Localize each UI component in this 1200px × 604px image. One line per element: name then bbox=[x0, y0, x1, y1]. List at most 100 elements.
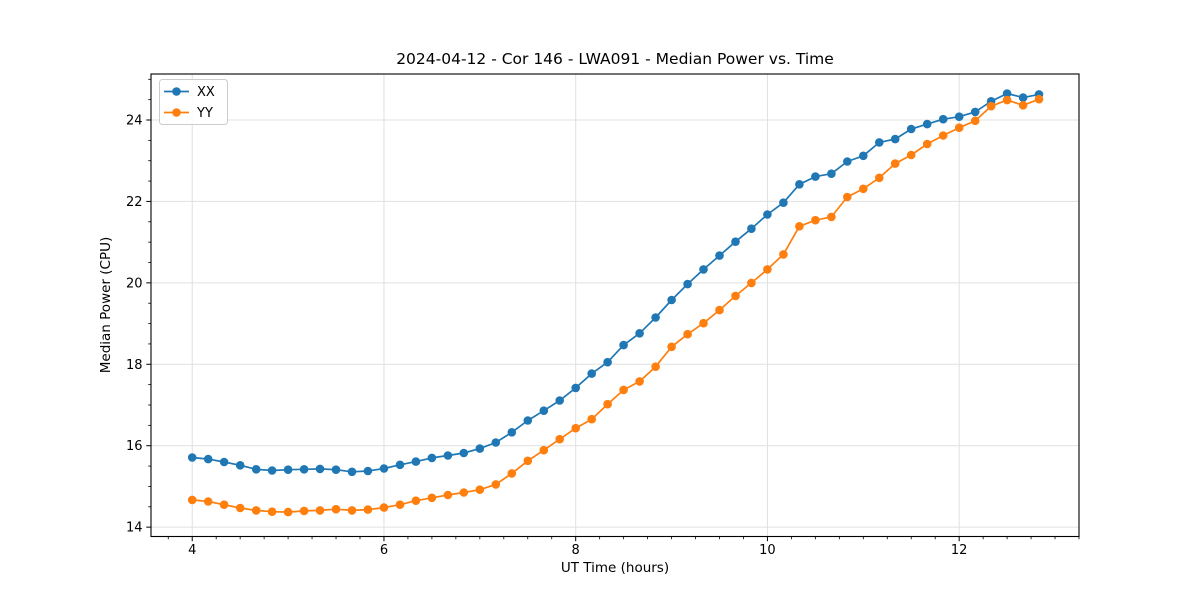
series-layer bbox=[187, 89, 1044, 517]
data-point-yy bbox=[811, 215, 820, 225]
data-point-yy bbox=[411, 496, 421, 506]
chart-title: 2024-04-12 - Cor 146 - LWA091 - Median P… bbox=[396, 50, 834, 68]
data-point-yy bbox=[795, 222, 804, 231]
data-point-yy bbox=[523, 456, 533, 466]
legend-box bbox=[159, 79, 228, 125]
data-point-xx bbox=[875, 138, 884, 147]
x-tick-label: 10 bbox=[759, 543, 776, 558]
data-point-yy bbox=[1018, 101, 1028, 110]
data-point-xx bbox=[731, 237, 740, 246]
data-point-xx bbox=[299, 465, 309, 474]
data-point-yy bbox=[715, 305, 724, 315]
data-point-yy bbox=[379, 503, 389, 512]
data-point-xx bbox=[267, 466, 277, 475]
data-point-yy bbox=[890, 159, 900, 168]
data-point-yy bbox=[267, 507, 277, 516]
data-point-xx bbox=[970, 107, 980, 117]
data-point-yy bbox=[651, 362, 660, 372]
data-point-xx bbox=[443, 451, 453, 460]
data-point-yy bbox=[635, 377, 644, 386]
data-point-xx bbox=[251, 465, 261, 474]
data-point-xx bbox=[203, 454, 213, 464]
data-point-xx bbox=[715, 251, 724, 260]
data-point-yy bbox=[699, 318, 708, 328]
data-point-yy bbox=[459, 488, 469, 497]
data-point-xx bbox=[523, 416, 533, 425]
data-point-yy bbox=[859, 184, 868, 194]
legend-marker bbox=[172, 87, 181, 96]
data-point-xx bbox=[491, 438, 501, 447]
y-tick-label: 18 bbox=[126, 358, 143, 373]
data-point-xx bbox=[1002, 89, 1012, 98]
data-point-xx bbox=[922, 119, 932, 129]
data-point-yy bbox=[539, 445, 549, 455]
data-point-xx bbox=[619, 340, 628, 350]
data-point-yy bbox=[203, 497, 213, 506]
data-point-xx bbox=[827, 169, 836, 178]
data-point-xx bbox=[411, 457, 421, 466]
legend-label: YY bbox=[196, 106, 213, 121]
data-point-xx bbox=[890, 134, 900, 144]
x-tick-label: 8 bbox=[572, 543, 580, 558]
data-point-xx bbox=[427, 453, 437, 463]
legend-label: XX bbox=[197, 85, 215, 100]
data-point-xx bbox=[779, 198, 788, 207]
data-point-xx bbox=[603, 357, 612, 367]
x-axis-label: UT Time (hours) bbox=[561, 560, 669, 576]
y-tick-label: 20 bbox=[126, 276, 143, 291]
data-point-xx bbox=[587, 369, 596, 378]
data-point-xx bbox=[219, 457, 229, 467]
data-point-xx bbox=[235, 461, 245, 470]
data-point-yy bbox=[395, 500, 405, 510]
data-point-xx bbox=[395, 460, 405, 470]
data-point-yy bbox=[283, 507, 293, 517]
y-tick-label: 24 bbox=[126, 114, 143, 129]
data-point-yy bbox=[922, 139, 932, 149]
legend: XX YY bbox=[159, 79, 228, 125]
data-point-yy bbox=[970, 116, 980, 126]
data-point-xx bbox=[315, 464, 325, 474]
data-point-yy bbox=[779, 250, 788, 259]
data-point-xx bbox=[635, 329, 644, 338]
data-point-yy bbox=[587, 414, 596, 424]
data-point-xx bbox=[539, 406, 549, 416]
data-point-xx bbox=[699, 265, 708, 274]
data-point-xx bbox=[283, 465, 293, 475]
data-point-yy bbox=[331, 504, 341, 514]
data-point-yy bbox=[906, 150, 916, 160]
data-point-xx bbox=[187, 453, 197, 462]
data-point-yy bbox=[187, 495, 197, 505]
data-point-yy bbox=[843, 192, 852, 202]
data-point-yy bbox=[938, 131, 948, 140]
data-point-yy bbox=[827, 212, 836, 222]
data-point-xx bbox=[555, 396, 564, 405]
data-point-yy bbox=[251, 506, 261, 515]
data-point-xx bbox=[667, 295, 676, 305]
data-point-xx bbox=[651, 313, 660, 322]
data-point-xx bbox=[938, 114, 948, 124]
data-point-yy bbox=[427, 493, 437, 503]
data-point-xx bbox=[347, 467, 357, 477]
data-point-yy bbox=[235, 503, 245, 513]
data-point-yy bbox=[683, 329, 692, 339]
data-point-yy bbox=[875, 173, 884, 183]
y-tick-label: 16 bbox=[126, 439, 143, 454]
data-point-xx bbox=[954, 112, 964, 121]
axes-spines bbox=[150, 73, 1080, 538]
data-point-yy bbox=[731, 291, 740, 301]
data-point-yy bbox=[986, 101, 996, 111]
data-point-xx bbox=[795, 180, 804, 189]
data-point-yy bbox=[1002, 95, 1012, 105]
data-point-yy bbox=[667, 342, 676, 352]
data-point-yy bbox=[363, 505, 373, 514]
data-point-yy bbox=[619, 385, 628, 395]
data-point-yy bbox=[954, 123, 964, 132]
data-point-yy bbox=[507, 469, 517, 478]
data-point-yy bbox=[347, 506, 357, 515]
data-point-xx bbox=[459, 448, 469, 458]
y-tick-label: 22 bbox=[126, 195, 143, 210]
x-tick-label: 12 bbox=[951, 543, 968, 558]
data-point-xx bbox=[1018, 93, 1028, 102]
data-point-xx bbox=[475, 444, 485, 453]
x-tick-label: 4 bbox=[188, 543, 196, 558]
